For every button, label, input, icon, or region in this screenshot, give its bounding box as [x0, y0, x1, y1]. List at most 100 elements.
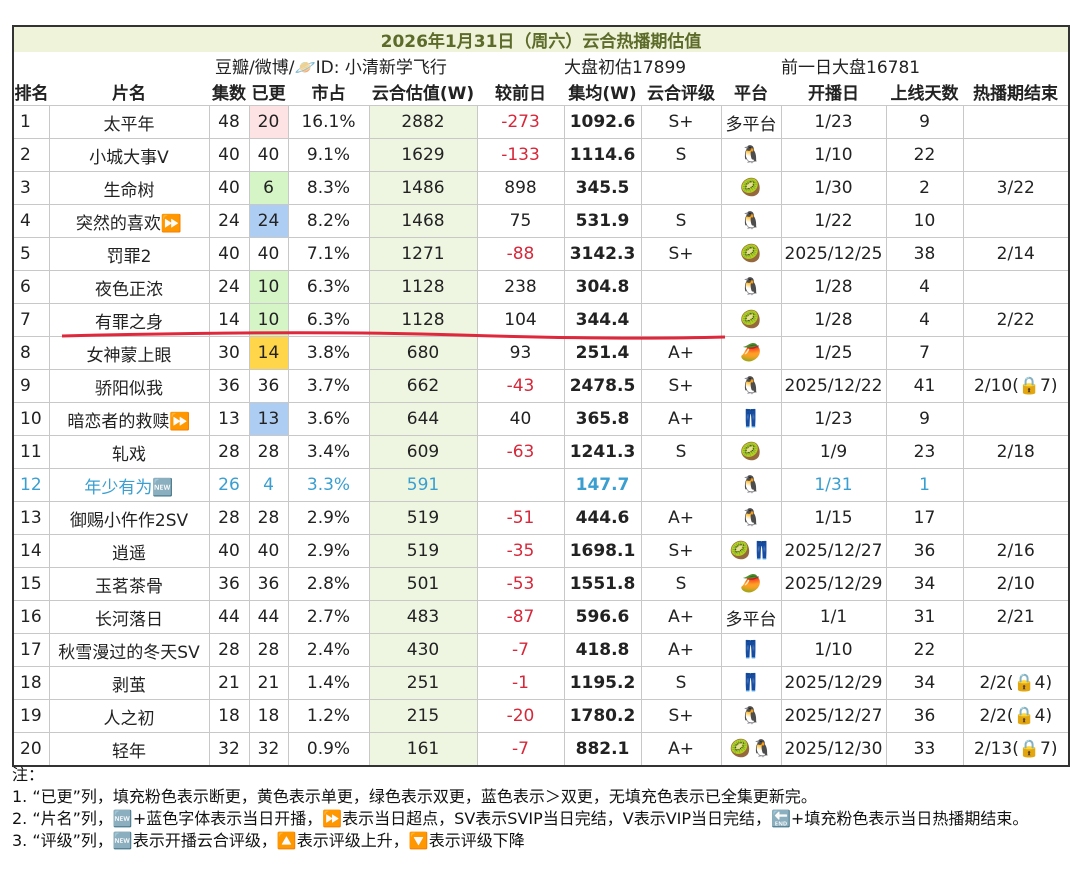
cell: 2/16: [962, 534, 1070, 568]
table-wrap: 2026年1月31日（周六）云合热播期估值 豆瓣/微博/🪐ID: 小清新学飞行 …: [12, 25, 1071, 767]
cell: 44: [248, 600, 289, 634]
cell: 7.1%: [287, 237, 370, 271]
cell: 596.6: [563, 600, 642, 634]
table-row: 18 剥茧 21 21 1.4% 251 -1 1195.2 S 👖 2025/12/29 34 2/2…: [12, 666, 1070, 700]
cell: 7: [12, 303, 50, 337]
cell: 3/22: [962, 171, 1070, 205]
cell: 644: [368, 402, 478, 436]
cell: 1698.1: [563, 534, 642, 568]
cell: 2/2(🔒4): [962, 699, 1070, 733]
cell: 2/10: [962, 567, 1070, 601]
cell: 秋雪漫过的冬天SV: [48, 633, 210, 667]
cell: 有罪之身: [48, 303, 210, 337]
cell: [962, 105, 1070, 139]
source: 豆瓣/微博/🪐ID: 小清新学飞行: [215, 57, 447, 78]
cell: 2.4%: [287, 633, 370, 667]
cell: 28: [248, 435, 289, 469]
cell: [962, 468, 1070, 502]
cell: 1/10: [780, 633, 887, 667]
cell: A+: [640, 600, 722, 634]
cell: 40: [208, 237, 250, 271]
cell: 多平台: [720, 600, 782, 634]
cell: 40: [208, 171, 250, 205]
cell: 6.3%: [287, 270, 370, 304]
cell: S: [640, 138, 722, 172]
cell: 36: [885, 699, 964, 733]
cell: S+: [640, 237, 722, 271]
cell: 40: [248, 534, 289, 568]
cell: 骄阳似我: [48, 369, 210, 403]
cell: 501: [368, 567, 478, 601]
cell: 1/9: [780, 435, 887, 469]
cell: 🥭: [720, 567, 782, 601]
cell: 突然的喜欢⏩: [48, 204, 210, 238]
cell: S+: [640, 534, 722, 568]
cell: 1/31: [780, 468, 887, 502]
cell: [476, 468, 565, 502]
column-header: 热播期结束: [973, 84, 1059, 104]
cell: 662: [368, 369, 478, 403]
cell: 逍遥: [48, 534, 210, 568]
cell: 2/18: [962, 435, 1070, 469]
cell: 344.4: [563, 303, 642, 337]
table-row: 16 长河落日 44 44 2.7% 483 -87 596.6 A+ 多平台 1/1 31 2/21: [12, 600, 1070, 634]
cell: 20: [248, 105, 289, 139]
cell: 9: [885, 105, 964, 139]
cell: 34: [885, 666, 964, 700]
cell: 🐧: [720, 270, 782, 304]
cell: 17: [885, 501, 964, 535]
cell: 1128: [368, 270, 478, 304]
cell: 36: [248, 567, 289, 601]
cell: 2/10(🔒7): [962, 369, 1070, 403]
cell: S+: [640, 105, 722, 139]
column-header: 云合估值(W): [371, 84, 475, 104]
cell: 33: [885, 732, 964, 767]
cell: -7: [476, 732, 565, 767]
cell: 16: [12, 600, 50, 634]
table-row: 19 人之初 18 18 1.2% 215 -20 1780.2 S+ 🐧 2025/12/27 36…: [12, 699, 1070, 733]
cell: 609: [368, 435, 478, 469]
cell: 2/2(🔒4): [962, 666, 1070, 700]
cell: 剥茧: [48, 666, 210, 700]
cell: 21: [208, 666, 250, 700]
cell: 1: [12, 105, 50, 139]
cell: 2025/12/25: [780, 237, 887, 271]
cell: 👖: [720, 402, 782, 436]
cell: 104: [476, 303, 565, 337]
cell: 14: [12, 534, 50, 568]
cell: 1092.6: [563, 105, 642, 139]
table-row: 2 小城大事V 40 40 9.1% 1629 -133 1114.6 S 🐧 1/10 22: [12, 138, 1070, 172]
cell: 4: [885, 303, 964, 337]
cell: 小城大事V: [48, 138, 210, 172]
cell: 17: [12, 633, 50, 667]
cell: 1486: [368, 171, 478, 205]
table-row: 13 御赐小仵作2SV 28 28 2.9% 519 -51 444.6 A+ 🐧 1/15 17: [12, 501, 1070, 535]
cell: 11: [12, 435, 50, 469]
cell: 9: [885, 402, 964, 436]
cell: 2: [885, 171, 964, 205]
cell: -1: [476, 666, 565, 700]
cell: [640, 303, 722, 337]
sub-row: 豆瓣/微博/🪐ID: 小清新学飞行 大盘初估17899 前一日大盘16781: [13, 52, 1069, 78]
cell: 8: [12, 336, 50, 370]
column-header: 排名: [14, 84, 49, 104]
cell: 365.8: [563, 402, 642, 436]
cell: 444.6: [563, 501, 642, 535]
cell: -53: [476, 567, 565, 601]
cell: 8.2%: [287, 204, 370, 238]
cell: 28: [248, 633, 289, 667]
cell: 罚罪2: [48, 237, 210, 271]
column-header: 片名: [112, 84, 146, 104]
cell: 2025/12/30: [780, 732, 887, 767]
cell: 6.3%: [287, 303, 370, 337]
cell: 1/30: [780, 171, 887, 205]
cell: 🐧: [720, 138, 782, 172]
column-header: 平台: [734, 84, 768, 104]
cell: 31: [885, 600, 964, 634]
cell: 24: [208, 270, 250, 304]
estimate-table: 2026年1月31日（周六）云合热播期估值 豆瓣/微博/🪐ID: 小清新学飞行 …: [12, 25, 1071, 767]
cell: 1/15: [780, 501, 887, 535]
cell: 531.9: [563, 204, 642, 238]
cell: 32: [208, 732, 250, 767]
cell: A+: [640, 336, 722, 370]
